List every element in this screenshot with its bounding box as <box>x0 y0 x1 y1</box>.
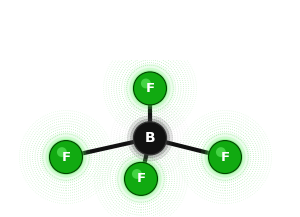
Circle shape <box>127 115 173 161</box>
Text: F: F <box>136 172 146 185</box>
Circle shape <box>45 136 87 178</box>
Circle shape <box>216 147 226 157</box>
Circle shape <box>57 147 67 157</box>
Text: hybridization, formal charges, polar vs. non-polar concept: hybridization, formal charges, polar vs.… <box>0 47 300 57</box>
Circle shape <box>134 122 166 155</box>
Circle shape <box>141 79 151 88</box>
Circle shape <box>50 141 82 174</box>
Circle shape <box>48 139 84 175</box>
Text: B: B <box>145 131 155 145</box>
Circle shape <box>130 118 170 158</box>
Circle shape <box>116 154 166 204</box>
Text: ⁻) ion Lewis dot structure, molecular: ⁻) ion Lewis dot structure, molecular <box>146 8 300 18</box>
Circle shape <box>200 132 250 182</box>
Circle shape <box>129 68 171 109</box>
Text: geometry or shape, electron geometry, bond angles,: geometry or shape, electron geometry, bo… <box>5 27 295 37</box>
Text: F: F <box>61 151 70 164</box>
Circle shape <box>132 169 142 179</box>
Circle shape <box>207 139 243 175</box>
Text: F: F <box>146 82 154 95</box>
Circle shape <box>41 132 91 182</box>
Text: F: F <box>220 151 230 164</box>
Circle shape <box>120 158 162 199</box>
Text: 4: 4 <box>139 12 144 21</box>
Circle shape <box>123 161 159 197</box>
Circle shape <box>133 121 167 156</box>
Circle shape <box>134 72 166 105</box>
Circle shape <box>208 141 242 174</box>
Circle shape <box>204 136 246 178</box>
Circle shape <box>132 70 168 107</box>
Circle shape <box>125 64 175 113</box>
Circle shape <box>124 162 158 195</box>
Text: Tetrafluoroborate (BF: Tetrafluoroborate (BF <box>4 8 123 18</box>
